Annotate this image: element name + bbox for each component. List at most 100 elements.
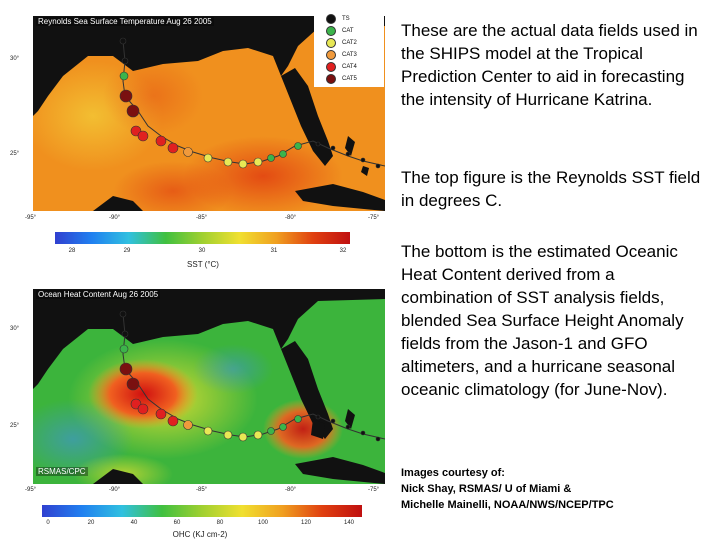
track-marker [167, 142, 179, 154]
legend-label: CAT5 [342, 76, 357, 82]
description-paragraph-3: The bottom is the estimated Oceanic Heat… [401, 242, 684, 399]
description-paragraph-2: The top figure is the Reynolds SST field… [401, 168, 701, 210]
track-marker [315, 414, 321, 420]
ohc-lat-label-30: 30° [10, 326, 20, 332]
track-marker [121, 330, 129, 338]
sst-colorbar-tick: 31 [270, 248, 278, 254]
track-marker [119, 362, 133, 376]
track-marker [360, 157, 366, 163]
track-marker [375, 163, 381, 169]
track-marker [294, 142, 302, 150]
legend-dot-cat3 [326, 50, 336, 60]
sst-colorbar-tick: 32 [339, 248, 347, 254]
ohc-colorbar-tick: 20 [87, 520, 95, 526]
track-marker [238, 432, 248, 442]
sst-lon-label-80: -80° [285, 215, 297, 221]
legend-dot-cat5 [326, 74, 336, 84]
track-marker [203, 426, 213, 436]
track-marker [155, 408, 167, 420]
ohc-lon-label-85: -85° [196, 487, 208, 493]
sst-lon-label-85: -85° [196, 215, 208, 221]
track-marker [121, 57, 129, 65]
track-marker [315, 141, 321, 147]
track-marker [253, 157, 263, 167]
track-marker [279, 150, 287, 158]
ohc-colorbar-tick: 40 [130, 520, 138, 526]
track-marker [238, 159, 248, 169]
ohc-lat-label-25: 25° [10, 423, 20, 429]
legend-dot-cat2 [326, 38, 336, 48]
track-marker [126, 104, 140, 118]
ohc-colorbar-tick: 60 [173, 520, 181, 526]
track-marker [330, 145, 336, 151]
track-marker [360, 430, 366, 436]
ohc-colorbar-tick: 100 [257, 520, 269, 526]
track-marker [203, 153, 213, 163]
ohc-lon-label-80: -80° [285, 487, 297, 493]
legend-item: TS [314, 13, 384, 25]
credit-line-3: Michelle Mainelli, NOAA/NWS/NCEP/TPC [401, 499, 614, 511]
track-marker [267, 427, 275, 435]
track-marker [267, 154, 275, 162]
ohc-colorbar [42, 505, 362, 517]
legend-item: CAT [314, 25, 384, 37]
sst-track-markers [119, 37, 381, 169]
track-marker [183, 147, 193, 157]
track-marker [119, 37, 127, 45]
legend-label: CAT2 [342, 40, 357, 46]
legend-item: CAT3 [314, 49, 384, 61]
ohc-colorbar-title: OHC (KJ cm-2) [172, 530, 228, 539]
sst-colorbar-tick: 30 [198, 248, 206, 254]
sst-map-title: Reynolds Sea Surface Temperature Aug 26 … [36, 17, 214, 26]
sst-colorbar-title: SST (°C) [187, 260, 219, 269]
track-marker [183, 420, 193, 430]
track-marker [330, 418, 336, 424]
track-marker [167, 415, 179, 427]
legend-label: TS [342, 16, 350, 22]
ohc-colorbar-tick: 0 [46, 520, 50, 526]
ohc-colorbar-tick: 120 [300, 520, 312, 526]
ohc-source-label: RSMAS/CPC [36, 467, 88, 476]
sst-lat-label-25: 25° [10, 151, 20, 157]
credit-line-1: Images courtesy of: [401, 467, 505, 479]
legend-dot-ts [326, 14, 336, 24]
credit-line-2: Nick Shay, RSMAS/ U of Miami & [401, 483, 572, 495]
description-paragraph-1: These are the actual data fields used in… [401, 21, 698, 109]
sst-lon-label-75: -75° [368, 215, 380, 221]
sst-colorbar [55, 232, 350, 244]
ohc-lon-label-90: -90° [109, 487, 121, 493]
sst-colorbar-tick: 28 [68, 248, 76, 254]
track-marker [223, 157, 233, 167]
ohc-colorbar-tick: 80 [216, 520, 224, 526]
track-marker [155, 135, 167, 147]
legend-label: CAT3 [342, 52, 357, 58]
ohc-lon-label-75: -75° [368, 487, 380, 493]
track-marker [119, 344, 129, 354]
sst-lon-label-95: -95° [25, 215, 37, 221]
legend-dot-cat4 [326, 62, 336, 72]
track-marker [137, 130, 149, 142]
sst-lon-label-90: -90° [109, 215, 121, 221]
ohc-colorbar-tick: 140 [343, 520, 355, 526]
track-marker [126, 377, 140, 391]
track-marker [375, 436, 381, 442]
track-marker [119, 89, 133, 103]
legend-item: CAT5 [314, 73, 384, 85]
legend-dot-cat1 [326, 26, 336, 36]
image-credits: Images courtesy of: Nick Shay, RSMAS/ U … [401, 465, 711, 513]
legend-item: CAT2 [314, 37, 384, 49]
legend-label: CAT4 [342, 64, 357, 70]
legend-label: CAT [342, 28, 354, 34]
legend-item: CAT4 [314, 61, 384, 73]
track-marker [119, 310, 127, 318]
track-marker [119, 71, 129, 81]
track-marker [279, 423, 287, 431]
track-marker [294, 415, 302, 423]
sst-colorbar-tick: 29 [123, 248, 131, 254]
track-marker [345, 424, 351, 430]
sst-lat-label-30: 30° [10, 56, 20, 62]
track-marker [345, 151, 351, 157]
track-marker [137, 403, 149, 415]
ohc-track-markers [119, 310, 381, 442]
track-marker [223, 430, 233, 440]
